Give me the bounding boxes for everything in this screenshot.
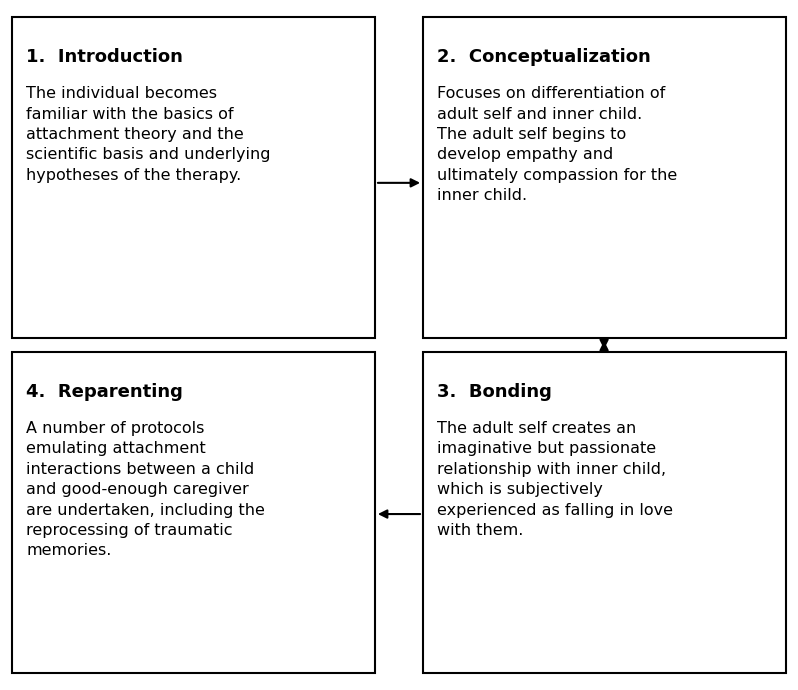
Text: 1.  Introduction: 1. Introduction: [26, 48, 184, 66]
FancyBboxPatch shape: [423, 17, 786, 338]
Text: The adult self creates an
imaginative but passionate
relationship with inner chi: The adult self creates an imaginative bu…: [437, 421, 674, 538]
Text: 2.  Conceptualization: 2. Conceptualization: [437, 48, 651, 66]
FancyBboxPatch shape: [423, 352, 786, 673]
Text: A number of protocols
emulating attachment
interactions between a child
and good: A number of protocols emulating attachme…: [26, 421, 265, 558]
FancyBboxPatch shape: [12, 17, 375, 338]
Text: The individual becomes
familiar with the basics of
attachment theory and the
sci: The individual becomes familiar with the…: [26, 86, 271, 183]
Text: 3.  Bonding: 3. Bonding: [437, 383, 552, 401]
Text: Focuses on differentiation of
adult self and inner child.
The adult self begins : Focuses on differentiation of adult self…: [437, 86, 678, 204]
FancyBboxPatch shape: [12, 352, 375, 673]
Text: 4.  Reparenting: 4. Reparenting: [26, 383, 184, 401]
